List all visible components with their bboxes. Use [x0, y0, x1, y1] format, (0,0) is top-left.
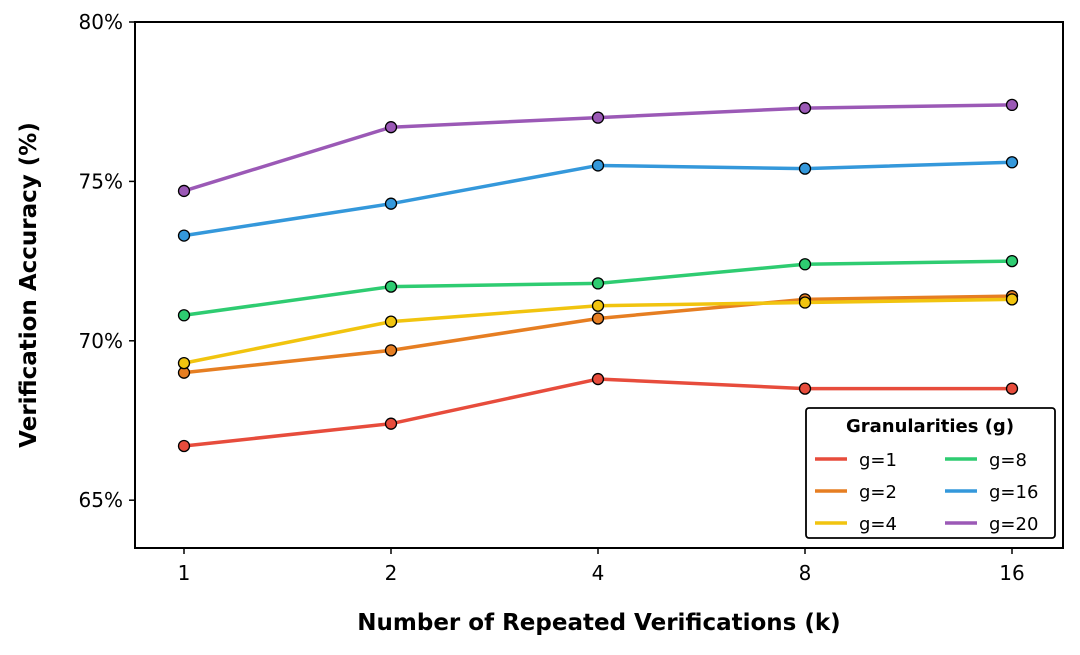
legend-label: g=2	[859, 482, 897, 503]
data-point	[384, 197, 398, 210]
data-point	[177, 356, 191, 370]
data-point	[384, 280, 398, 293]
series-line	[183, 160, 1013, 238]
x-axis-label: Number of Repeated Verifications (k)	[357, 610, 840, 636]
legend-label: g=16	[989, 482, 1038, 503]
data-point	[798, 258, 812, 271]
data-point	[591, 277, 605, 290]
data-point	[177, 229, 191, 242]
data-point	[591, 312, 605, 325]
x-tick-label: 8	[799, 561, 812, 585]
data-point	[177, 439, 191, 453]
data-point	[798, 162, 812, 175]
series-g-8	[177, 254, 1019, 322]
legend-label: g=4	[859, 514, 897, 535]
x-tick-label: 16	[999, 561, 1024, 585]
data-point	[798, 101, 812, 115]
y-tick-label: 80%	[79, 10, 123, 34]
data-point	[591, 159, 605, 172]
data-point	[384, 121, 398, 134]
data-point	[1005, 98, 1019, 112]
y-tick-label: 70%	[79, 329, 123, 353]
x-tick-label: 2	[385, 561, 398, 585]
data-point	[1005, 156, 1019, 169]
data-point	[177, 184, 191, 198]
legend-label: g=8	[989, 450, 1027, 471]
data-point	[384, 344, 398, 357]
series-g-4	[177, 293, 1019, 370]
plot-frame	[134, 21, 1064, 549]
data-point	[798, 382, 812, 395]
legend-title: Granularities (g)	[846, 416, 1014, 437]
y-axis-label: Verification Accuracy (%)	[16, 122, 42, 448]
data-point	[798, 296, 812, 309]
data-point	[1005, 293, 1019, 306]
series-g-1	[177, 372, 1019, 453]
data-point	[591, 372, 605, 386]
legend-label: g=1	[859, 450, 897, 471]
data-point	[384, 315, 398, 328]
y-tick-label: 75%	[79, 169, 123, 193]
data-point	[1005, 382, 1019, 395]
x-tick-label: 1	[178, 561, 191, 585]
y-tick-label: 65%	[79, 488, 123, 512]
x-tick-label: 4	[592, 561, 605, 585]
data-point	[384, 417, 398, 430]
legend-label: g=20	[989, 514, 1038, 535]
legend: Granularities (g) g=1 g=2 g=4 g=8 g=16 g=20	[805, 407, 1056, 539]
series-g-20	[177, 98, 1019, 198]
data-point	[591, 299, 605, 312]
legend-box	[805, 407, 1056, 539]
data-point	[177, 309, 191, 322]
data-point	[1005, 254, 1019, 268]
series-g-16	[177, 156, 1019, 242]
data-point	[591, 111, 605, 124]
